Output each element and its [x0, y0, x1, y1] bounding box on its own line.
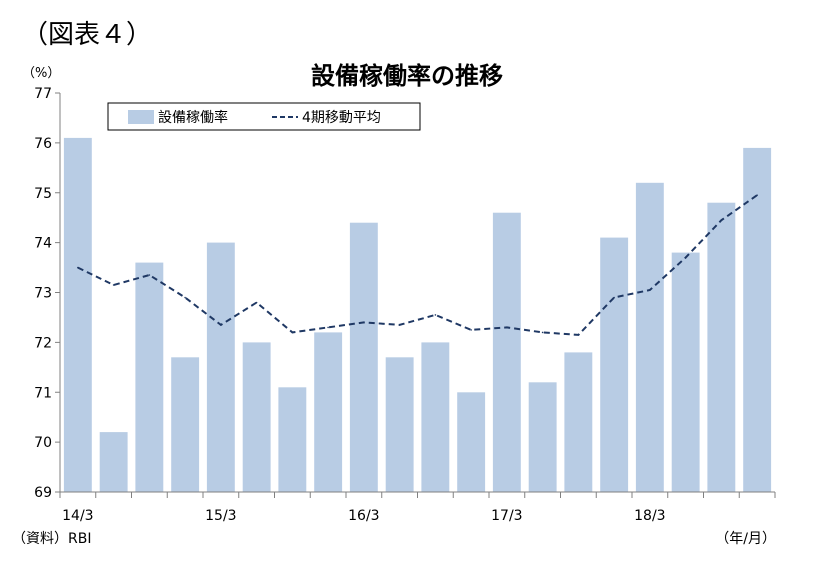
- moving-average-point-17/6: [541, 331, 544, 334]
- moving-average-point-16/6: [398, 324, 401, 326]
- bar-15/6: [242, 342, 271, 492]
- moving-average-point-14/6: [112, 284, 115, 286]
- bar-16/3: [349, 222, 378, 492]
- y-tick-label: 72: [34, 335, 52, 351]
- axes: 69 70 71 72 73 74 75 76 77 14/3 15/3 16/3 17/3 18/3: [34, 86, 776, 524]
- figure-label: （図表４）: [22, 20, 153, 50]
- bar-17/6: [528, 382, 557, 492]
- legend-box: [107, 102, 421, 131]
- legend-label-bar: 設備稼働率: [158, 109, 228, 126]
- legend-swatch-bar: [128, 110, 154, 124]
- moving-average-point-14/12: [184, 296, 186, 299]
- moving-average-point-18/3: [649, 289, 651, 291]
- y-axis-unit: （%）: [22, 66, 61, 81]
- chart-title: 設備稼働率の推移: [311, 62, 503, 90]
- moving-average-point-16/3: [363, 321, 365, 324]
- y-tick-label: 75: [34, 186, 52, 202]
- moving-average-point-14/9: [148, 274, 151, 276]
- moving-average-point-17/3: [506, 326, 508, 329]
- y-tick-label: 69: [34, 485, 52, 501]
- moving-average-point-18/9: [720, 219, 723, 221]
- x-tick-label: 14/3: [62, 508, 93, 524]
- x-tick-label: 17/3: [491, 508, 522, 524]
- legend: 設備稼働率 4期移動平均: [107, 102, 421, 131]
- moving-average-point-17/12: [613, 296, 615, 299]
- bar-16/9: [421, 342, 450, 492]
- bar-15/9: [278, 387, 307, 492]
- bar-18/6: [671, 252, 700, 492]
- y-tick-label: 77: [34, 86, 52, 102]
- moving-average-point-15/9: [291, 331, 294, 334]
- moving-average-point-18/12: [756, 194, 758, 196]
- moving-average-point-16/9: [434, 314, 437, 316]
- bar-18/9: [707, 202, 736, 492]
- y-tick-label: 76: [34, 136, 52, 152]
- bar-17/9: [564, 352, 593, 492]
- bar-15/3: [206, 242, 235, 492]
- bar-17/3: [492, 212, 521, 492]
- bar-16/6: [385, 357, 414, 492]
- moving-average-point-15/3: [220, 324, 222, 326]
- bar-16/12: [457, 392, 486, 493]
- x-tick-label: 18/3: [634, 508, 665, 524]
- bar-18/12: [743, 147, 772, 492]
- moving-average-point-18/6: [684, 256, 687, 259]
- y-tick-label: 74: [34, 236, 52, 252]
- moving-average-point-15/6: [255, 301, 258, 304]
- y-tick-label: 71: [34, 385, 52, 401]
- moving-average-series: [77, 194, 758, 336]
- source-note: （資料）RBI: [12, 531, 92, 547]
- y-tick-label: 70: [34, 435, 52, 451]
- y-tick-label: 73: [34, 286, 52, 302]
- moving-average-point-15/12: [327, 326, 329, 329]
- x-tick-label: 16/3: [348, 508, 379, 524]
- legend-label-line: 4期移動平均: [302, 110, 381, 126]
- moving-average-point-14/3: [77, 266, 79, 269]
- x-tick-label: 15/3: [205, 508, 236, 524]
- moving-average-point-17/9: [577, 334, 580, 336]
- bar-14/9: [135, 262, 164, 492]
- bar-17/12: [600, 237, 629, 492]
- bar-15/12: [314, 332, 343, 492]
- bar-18/3: [635, 182, 664, 493]
- moving-average-point-16/12: [470, 329, 472, 331]
- bar-14/3: [63, 137, 92, 492]
- bar-14/6: [99, 432, 128, 492]
- x-axis-unit: （年/月）: [715, 531, 776, 547]
- bar-14/12: [171, 357, 200, 492]
- bar-series: [63, 137, 772, 493]
